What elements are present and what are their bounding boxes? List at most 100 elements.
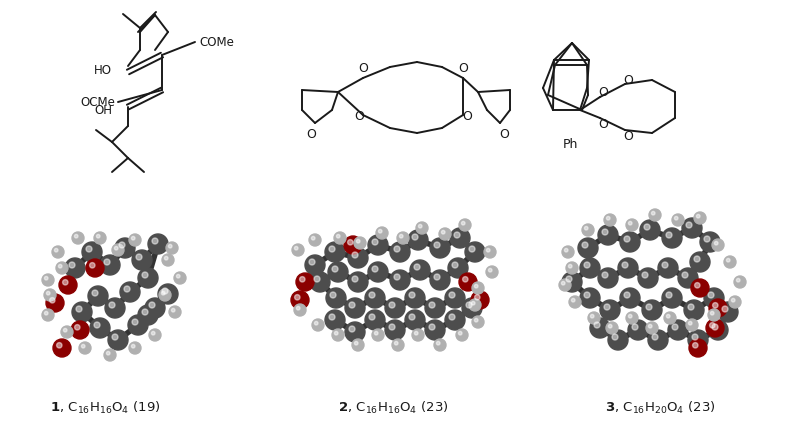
Circle shape [448, 292, 455, 298]
Circle shape [692, 343, 697, 348]
Circle shape [665, 232, 671, 238]
Circle shape [105, 298, 125, 318]
Circle shape [50, 298, 55, 303]
Circle shape [435, 341, 439, 345]
Circle shape [565, 262, 577, 274]
Circle shape [149, 329, 160, 341]
Circle shape [115, 238, 135, 258]
Circle shape [52, 246, 64, 258]
Circle shape [581, 224, 593, 236]
Circle shape [569, 296, 581, 308]
Circle shape [693, 256, 699, 262]
Circle shape [142, 272, 148, 278]
Circle shape [474, 295, 480, 300]
Circle shape [681, 272, 687, 278]
Circle shape [367, 235, 387, 255]
Circle shape [329, 314, 334, 320]
Circle shape [326, 288, 346, 308]
Circle shape [94, 232, 106, 244]
Circle shape [71, 321, 89, 339]
Circle shape [705, 319, 723, 337]
Circle shape [663, 312, 675, 324]
Circle shape [474, 319, 477, 322]
Circle shape [687, 304, 693, 310]
Circle shape [136, 254, 142, 260]
Circle shape [72, 232, 84, 244]
Text: COMe: COMe [199, 35, 233, 49]
Circle shape [462, 276, 468, 282]
Circle shape [589, 318, 610, 338]
Circle shape [733, 276, 745, 288]
Circle shape [404, 310, 424, 330]
Circle shape [429, 270, 449, 290]
Circle shape [667, 320, 687, 340]
Circle shape [687, 322, 691, 325]
Circle shape [107, 330, 128, 350]
Circle shape [128, 315, 148, 335]
Circle shape [390, 242, 410, 262]
Circle shape [384, 320, 404, 340]
Circle shape [464, 242, 484, 262]
Circle shape [587, 312, 599, 324]
Circle shape [162, 288, 168, 294]
Circle shape [471, 301, 475, 305]
Circle shape [394, 246, 399, 252]
Circle shape [86, 246, 92, 252]
Circle shape [343, 236, 362, 254]
Circle shape [579, 288, 599, 308]
Circle shape [671, 214, 683, 226]
Circle shape [623, 236, 630, 242]
Circle shape [623, 292, 630, 298]
Circle shape [171, 308, 175, 312]
Circle shape [132, 250, 152, 270]
Circle shape [638, 268, 657, 288]
Circle shape [371, 329, 383, 341]
Circle shape [96, 234, 100, 238]
Circle shape [650, 211, 654, 215]
Circle shape [456, 329, 468, 341]
Circle shape [378, 230, 382, 233]
Circle shape [709, 322, 714, 328]
Circle shape [176, 274, 180, 278]
Circle shape [695, 214, 699, 218]
Circle shape [44, 311, 48, 315]
Circle shape [688, 339, 706, 357]
Circle shape [429, 238, 449, 258]
Text: O: O [498, 127, 508, 141]
Text: Ph: Ph [561, 138, 577, 151]
Circle shape [334, 331, 338, 335]
Circle shape [459, 219, 471, 231]
Circle shape [330, 292, 335, 298]
Circle shape [703, 288, 723, 308]
Circle shape [390, 270, 410, 290]
Circle shape [583, 262, 589, 268]
Circle shape [408, 314, 415, 320]
Circle shape [351, 339, 363, 351]
Circle shape [708, 299, 726, 317]
Circle shape [161, 292, 164, 295]
Circle shape [294, 304, 306, 316]
Circle shape [296, 306, 300, 310]
Circle shape [349, 326, 354, 332]
Circle shape [685, 319, 697, 331]
Circle shape [296, 273, 314, 291]
Circle shape [728, 296, 740, 308]
Circle shape [55, 249, 58, 252]
Circle shape [75, 234, 78, 238]
Circle shape [561, 246, 573, 258]
Circle shape [468, 299, 480, 311]
Circle shape [53, 339, 71, 357]
Circle shape [433, 242, 439, 248]
Circle shape [593, 322, 599, 328]
Circle shape [714, 241, 717, 245]
Circle shape [627, 320, 647, 340]
Text: $\mathbf{2}$, C$_{16}$H$_{16}$O$_4$ (23): $\mathbf{2}$, C$_{16}$H$_{16}$O$_4$ (23) [338, 400, 448, 416]
Circle shape [459, 273, 476, 291]
Circle shape [59, 265, 62, 268]
Circle shape [394, 274, 399, 280]
Circle shape [414, 264, 419, 270]
Circle shape [124, 286, 130, 292]
Circle shape [448, 314, 455, 320]
Circle shape [369, 314, 375, 320]
Circle shape [687, 330, 707, 350]
